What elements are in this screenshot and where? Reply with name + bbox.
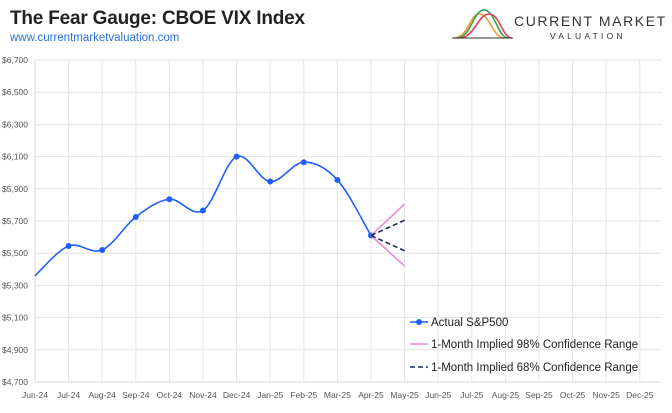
range-98-upper-line (370, 203, 406, 237)
y-tick-label: $5,300 (2, 280, 28, 290)
y-tick-label: $6,700 (2, 55, 28, 65)
x-tick-label: Nov-24 (189, 390, 217, 400)
x-tick-label: Feb-25 (290, 390, 317, 400)
legend-label: 1-Month Implied 98% Confidence Range (431, 339, 638, 351)
y-tick-label: $4,900 (2, 345, 28, 355)
y-tick-label: $6,100 (2, 152, 28, 162)
y-tick-label: $6,500 (2, 87, 28, 97)
x-tick-label: Jun-24 (22, 390, 48, 400)
range-98-lower-line (370, 234, 406, 267)
logo: CURRENT MARKET VALUATION (452, 8, 670, 42)
x-tick-label: Aug-24 (88, 390, 116, 400)
logo-text-top: CURRENT MARKET (514, 13, 667, 29)
x-tick-label: Dec-24 (223, 390, 251, 400)
bell-curves-logo-icon (452, 9, 513, 39)
data-point-Jul-24 (65, 242, 72, 249)
data-point-Sep-24 (132, 213, 139, 220)
legend-label: Actual S&P500 (431, 317, 508, 329)
y-tick-label: $4,700 (2, 377, 28, 387)
website-link[interactable]: www.currentmarketvaluation.com (10, 32, 180, 44)
x-tick-label: Sep-25 (525, 390, 553, 400)
x-tick-label: Jul-24 (57, 390, 80, 400)
x-tick-label: Jan-25 (257, 390, 283, 400)
x-tick-label: Aug-25 (492, 390, 520, 400)
data-point-Nov-24 (200, 207, 206, 214)
x-tick-label: Apr-25 (358, 390, 384, 400)
range-68-upper-line (370, 219, 405, 237)
x-tick-label: Nov-25 (592, 390, 620, 400)
x-tick-label: Sep-24 (122, 390, 150, 400)
x-tick-label: Jul-25 (460, 390, 483, 400)
range-68-lower-line (370, 234, 405, 252)
data-point-Jan-25 (267, 178, 274, 185)
x-tick-label: Dec-25 (626, 390, 654, 400)
data-point-Aug-24 (99, 246, 106, 253)
logo-text-bottom: VALUATION (550, 31, 626, 41)
page-title: The Fear Gauge: CBOE VIX Index (10, 8, 305, 29)
x-tick-label: Oct-24 (157, 390, 183, 400)
x-tick-label: Oct-25 (560, 390, 586, 400)
x-tick-label: Jun-25 (425, 390, 451, 400)
x-tick-label: Mar-25 (324, 390, 351, 400)
x-tick-label: May-25 (390, 390, 419, 400)
y-tick-label: $5,100 (2, 313, 28, 323)
data-point-Oct-24 (166, 196, 173, 203)
data-point-Dec-24 (233, 153, 240, 160)
y-tick-label: $5,900 (2, 184, 28, 194)
y-tick-label: $5,500 (2, 248, 28, 258)
legend-marker (416, 319, 422, 325)
data-point-Feb-25 (300, 159, 307, 166)
y-tick-label: $5,700 (2, 216, 28, 226)
data-point-Mar-25 (334, 176, 341, 183)
y-tick-label: $6,300 (2, 119, 28, 129)
legend-label: 1-Month Implied 68% Confidence Range (431, 362, 638, 374)
